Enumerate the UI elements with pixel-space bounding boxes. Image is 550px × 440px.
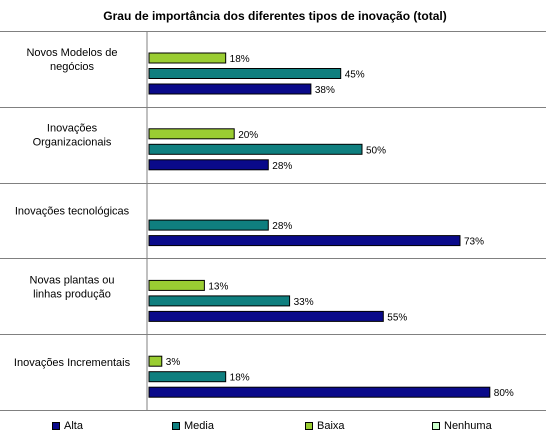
- bar-baixa: [148, 52, 227, 64]
- legend-label: Alta: [64, 420, 83, 432]
- legend-label: Nenhuma: [444, 420, 492, 432]
- legend-swatch: [432, 422, 440, 430]
- legend-item-nenhuma: Nenhuma: [432, 416, 492, 436]
- bar-alta: [148, 159, 269, 171]
- data-label: 80%: [494, 388, 514, 399]
- data-label: 28%: [272, 161, 292, 172]
- chart-legend: Alta Media Baixa Nenhuma: [0, 416, 550, 436]
- data-label: 13%: [208, 281, 228, 292]
- legend-swatch: [52, 422, 60, 430]
- data-label: 50%: [366, 145, 386, 156]
- category-label: Inovações: [47, 123, 98, 135]
- data-label: 3%: [166, 357, 181, 368]
- category-label: linhas produção: [33, 288, 111, 300]
- legend-item-baixa: Baixa: [305, 416, 345, 436]
- legend-item-alta: Alta: [52, 416, 83, 436]
- bar-chart-svg: Grau de importância dos diferentes tipos…: [0, 9, 546, 411]
- data-label: 55%: [387, 312, 407, 323]
- bar-media: [148, 219, 269, 231]
- data-label: 38%: [315, 85, 335, 96]
- legend-label: Media: [184, 420, 214, 432]
- category-label: Inovações Incrementais: [14, 357, 131, 369]
- bar-baixa: [148, 279, 205, 291]
- bar-alta: [148, 386, 491, 398]
- data-label: 33%: [294, 297, 314, 308]
- bar-media: [148, 68, 342, 79]
- category-label: Organizacionais: [33, 137, 112, 149]
- bar-baixa: [148, 128, 235, 140]
- category-label: Novos Modelos de: [26, 47, 117, 59]
- bar-media: [148, 143, 363, 155]
- category-label: Inovações tecnológicas: [15, 206, 130, 218]
- legend-item-media: Media: [172, 416, 214, 436]
- data-label: 18%: [230, 54, 250, 65]
- data-label: 18%: [230, 373, 250, 384]
- bar-media: [148, 371, 227, 383]
- category-label: Novas plantas ou: [30, 274, 115, 286]
- category-label: negócios: [50, 61, 95, 73]
- bar-media: [148, 295, 291, 307]
- bar-alta: [148, 310, 384, 322]
- bar-baixa: [148, 355, 163, 367]
- data-label: 73%: [464, 237, 484, 248]
- data-label: 45%: [345, 70, 365, 81]
- bar-alta: [148, 235, 461, 247]
- legend-swatch: [172, 422, 180, 430]
- legend-label: Baixa: [317, 420, 345, 432]
- legend-swatch: [305, 422, 313, 430]
- data-label: 20%: [238, 130, 258, 141]
- chart-title: Grau de importância dos diferentes tipos…: [103, 9, 446, 23]
- data-label: 28%: [272, 221, 292, 232]
- bar-alta: [148, 83, 312, 95]
